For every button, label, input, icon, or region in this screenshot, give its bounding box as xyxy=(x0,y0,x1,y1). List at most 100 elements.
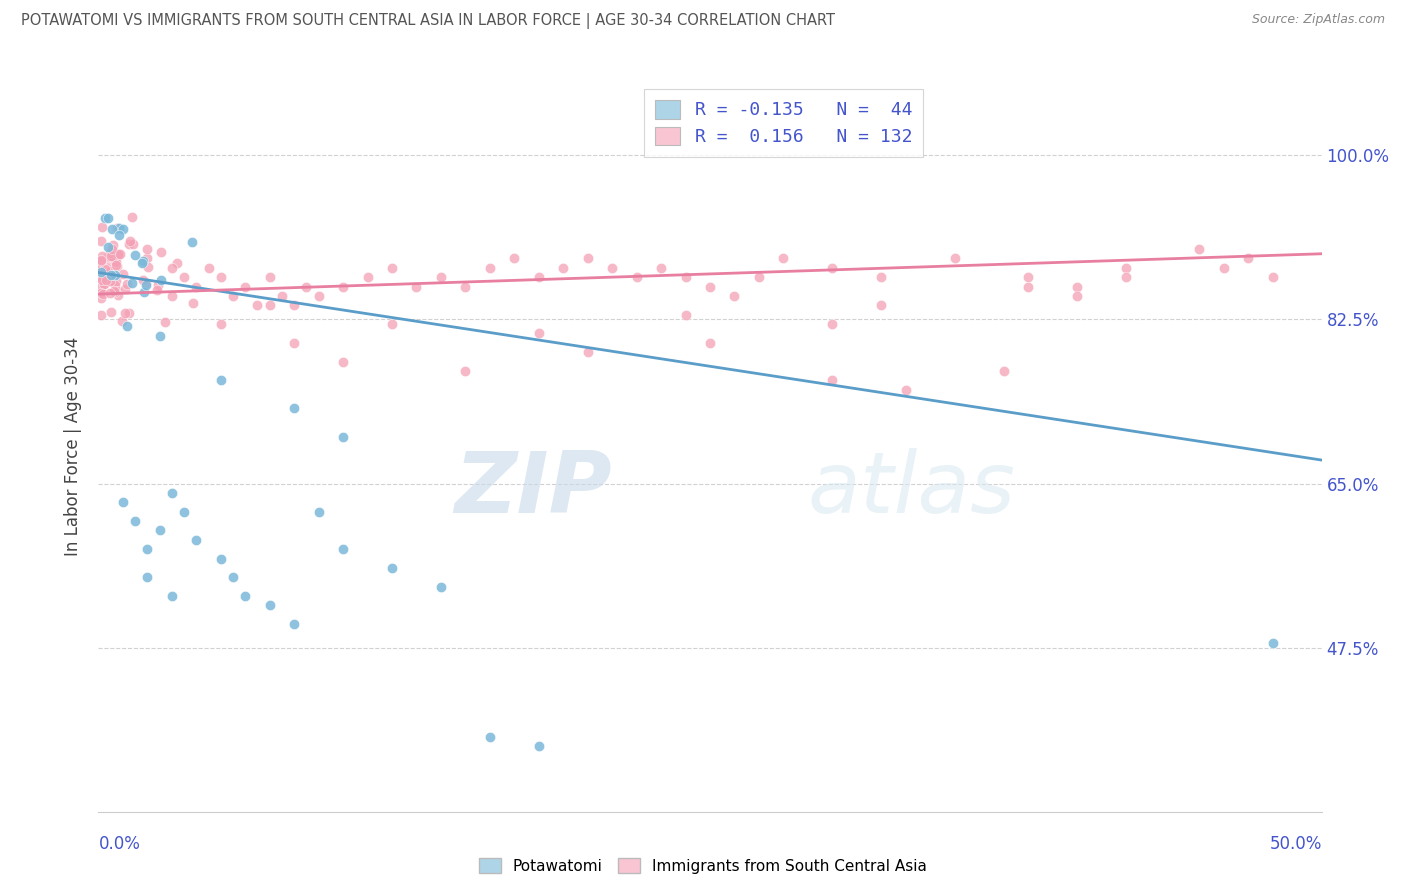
Point xyxy=(870,298,893,312)
Point xyxy=(104,255,127,269)
Point xyxy=(101,221,124,235)
Text: 0.0%: 0.0% xyxy=(98,835,141,853)
Point xyxy=(699,335,721,350)
Point xyxy=(1017,279,1039,293)
Point xyxy=(222,289,245,303)
Point xyxy=(98,249,121,263)
Point xyxy=(1115,270,1137,285)
Point xyxy=(993,364,1015,378)
Point xyxy=(105,221,128,235)
Point xyxy=(90,271,112,285)
Point xyxy=(114,281,136,295)
Point xyxy=(101,238,124,252)
Point xyxy=(478,730,501,744)
Point xyxy=(90,234,112,248)
Point xyxy=(90,280,112,294)
Point xyxy=(103,277,125,292)
Point xyxy=(103,253,125,268)
Point xyxy=(90,265,112,279)
Point xyxy=(93,211,115,226)
Point xyxy=(101,252,124,267)
Point xyxy=(107,248,129,262)
Point xyxy=(283,617,305,632)
Point xyxy=(943,252,966,266)
Point xyxy=(132,285,155,300)
Point xyxy=(283,298,305,312)
Point xyxy=(97,211,120,226)
Point xyxy=(699,279,721,293)
Point xyxy=(94,262,117,277)
Point xyxy=(124,248,146,262)
Point xyxy=(173,270,195,285)
Point xyxy=(98,264,121,278)
Point xyxy=(675,270,697,285)
Point xyxy=(723,289,745,303)
Point xyxy=(173,505,195,519)
Point xyxy=(1212,260,1234,275)
Point xyxy=(1115,260,1137,275)
Point xyxy=(96,259,118,273)
Point xyxy=(283,335,305,350)
Point xyxy=(209,317,232,331)
Point xyxy=(150,273,173,287)
Point xyxy=(108,221,131,235)
Point xyxy=(100,305,122,319)
Point xyxy=(259,270,281,285)
Point xyxy=(576,345,599,359)
Point xyxy=(149,524,172,538)
Point xyxy=(107,288,129,302)
Point xyxy=(222,570,245,584)
Point xyxy=(100,270,122,285)
Point xyxy=(114,306,136,320)
Point xyxy=(115,318,138,333)
Point xyxy=(894,383,917,397)
Point xyxy=(870,270,893,285)
Point xyxy=(454,364,477,378)
Point xyxy=(105,274,128,288)
Point xyxy=(136,260,159,275)
Point xyxy=(104,268,127,283)
Point xyxy=(527,739,550,753)
Point xyxy=(233,589,256,603)
Point xyxy=(136,242,159,256)
Point xyxy=(90,220,112,235)
Point xyxy=(105,284,128,298)
Point xyxy=(97,240,120,254)
Point xyxy=(98,246,121,260)
Point xyxy=(160,289,183,303)
Point xyxy=(115,277,138,291)
Point xyxy=(100,249,122,263)
Point xyxy=(124,514,146,528)
Point xyxy=(90,308,112,322)
Point xyxy=(246,298,269,312)
Point xyxy=(332,354,354,368)
Point xyxy=(90,291,112,305)
Point xyxy=(209,551,232,566)
Point xyxy=(146,277,169,292)
Point xyxy=(1066,279,1088,293)
Point xyxy=(527,326,550,341)
Point xyxy=(1017,270,1039,285)
Point xyxy=(209,270,232,285)
Point xyxy=(103,285,125,299)
Point xyxy=(90,253,112,268)
Point xyxy=(1261,270,1284,285)
Point xyxy=(527,270,550,285)
Point xyxy=(153,315,176,329)
Point xyxy=(136,570,159,584)
Point xyxy=(454,279,477,293)
Point xyxy=(650,260,672,275)
Point xyxy=(98,274,121,288)
Point xyxy=(821,260,844,275)
Point xyxy=(821,317,844,331)
Point xyxy=(136,542,159,557)
Point xyxy=(209,373,232,387)
Point xyxy=(118,305,141,319)
Point xyxy=(94,273,117,287)
Point xyxy=(93,277,115,291)
Point xyxy=(181,295,204,310)
Point xyxy=(180,235,202,250)
Point xyxy=(121,210,143,224)
Point xyxy=(105,258,128,272)
Point xyxy=(381,561,404,575)
